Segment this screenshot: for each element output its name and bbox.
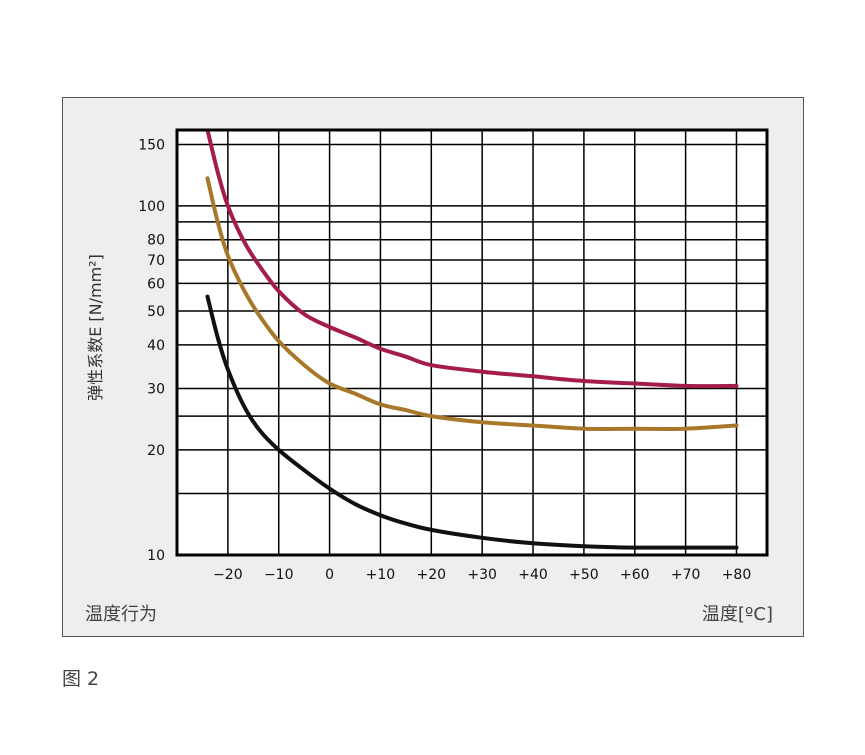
y-tick-label-5: 60 xyxy=(147,276,165,292)
x-tick-label-1: −10 xyxy=(264,567,294,583)
y-tick-label-8: 100 xyxy=(138,199,165,215)
y-tick-label-2: 30 xyxy=(147,381,165,397)
x-tick-label-10: +80 xyxy=(722,567,752,583)
y-tick-label-3: 40 xyxy=(147,338,165,354)
x-axis-label: 温度[ºC] xyxy=(701,604,773,625)
x-tick-label-9: +70 xyxy=(671,567,701,583)
y-axis-label: 弹性系数E [N/mm²] xyxy=(86,254,105,401)
x-tick-label-5: +30 xyxy=(467,567,497,583)
y-tick-label-7: 80 xyxy=(147,233,165,249)
x-tick-label-0: −20 xyxy=(213,567,243,583)
series-line-0 xyxy=(205,130,739,389)
x-tick-label-3: +10 xyxy=(366,567,396,583)
x-tick-label-7: +50 xyxy=(569,567,599,583)
corner-note: 温度行为 xyxy=(85,604,157,625)
x-tick-label-4: +20 xyxy=(417,567,447,583)
series-line-1 xyxy=(205,176,739,431)
y-tick-label-6: 70 xyxy=(147,253,165,269)
y-tick-label-9: 150 xyxy=(138,137,165,153)
y-tick-label-4: 50 xyxy=(147,304,165,320)
chart-svg: 10 20 30 40 50 60 70 80 100 150 −20 −10 0 +10 +20 +30 +4… xyxy=(86,128,769,583)
x-tick-label-8: +60 xyxy=(620,567,650,583)
chart-panel: 10 20 30 40 50 60 70 80 100 150 −20 −10 0 +10 +20 +30 +4… xyxy=(62,97,804,637)
x-tick-label-6: +40 xyxy=(518,567,548,583)
y-tick-label-1: 20 xyxy=(147,443,165,459)
x-tick-label-2: 0 xyxy=(325,567,334,583)
plot-frame xyxy=(175,128,769,557)
plot-area xyxy=(177,130,767,555)
figure-caption: 图 2 xyxy=(62,668,100,690)
y-tick-label-0: 10 xyxy=(147,548,165,564)
series-line-2 xyxy=(205,294,739,550)
